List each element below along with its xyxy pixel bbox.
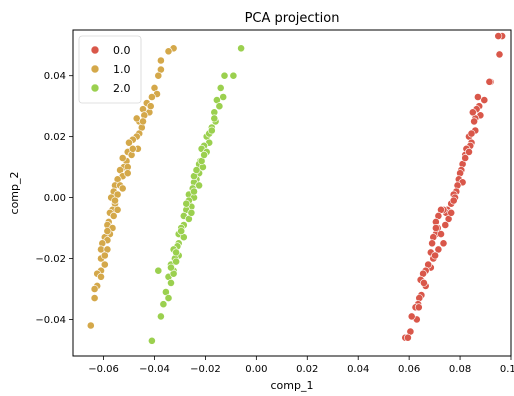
y-tick-label: 0.00 (44, 193, 66, 204)
scatter-point-series-0.0-61 (434, 245, 443, 254)
scatter-point-series-2.0-61 (207, 126, 216, 135)
scatter-point-series-2.0-63 (172, 248, 180, 257)
scatter-point-series-0.0-11 (473, 93, 482, 101)
scatter-point-series-0.0-68 (414, 303, 423, 312)
scatter-point-series-1.0-62 (139, 117, 147, 126)
scatter-point-series-2.0-4 (219, 93, 228, 101)
scatter-point-series-1.0-51 (90, 294, 99, 302)
scatter-point-series-2.0-60 (210, 114, 219, 123)
x-tick-label: −0.06 (88, 364, 119, 375)
legend-box (78, 35, 142, 104)
scatter-point-series-0.0-62 (465, 147, 473, 156)
scatter-point-series-0.0-12 (468, 108, 477, 117)
scatter-point-series-0.0-38 (428, 239, 436, 248)
points-layer (86, 32, 506, 345)
x-tick-label: 0.04 (347, 364, 369, 375)
scatter-point-series-2.0-49 (156, 312, 165, 321)
scatter-point-series-2.0-47 (164, 294, 173, 302)
x-tick-label: −0.02 (190, 364, 221, 375)
y-tick-label: 0.02 (44, 132, 66, 143)
scatter-point-series-1.0-18 (125, 138, 133, 147)
scatter-point-series-0.0-2 (495, 50, 504, 59)
scatter-point-series-0.0-63 (467, 129, 476, 138)
scatter-point-series-0.0-10 (470, 117, 478, 126)
plot-frame (72, 29, 512, 357)
scatter-point-series-2.0-54 (200, 150, 208, 159)
legend-marker-2.0 (90, 83, 100, 93)
legend-label-2.0: 2.0 (113, 82, 131, 95)
scatter-point-series-1.0-2 (156, 56, 165, 65)
scatter-point-series-0.0-60 (439, 239, 448, 248)
scatter-point-series-1.0-61 (118, 184, 127, 193)
scatter-point-series-1.0-58 (111, 196, 119, 205)
chart-title: PCA projection (245, 11, 340, 26)
scatter-point-series-2.0-22 (195, 181, 203, 190)
scatter-point-series-2.0-55 (182, 199, 191, 208)
scatter-point-series-1.0-60 (128, 144, 137, 153)
scatter-point-series-2.0-42 (172, 257, 180, 266)
y-tick-label: 0.04 (44, 71, 66, 82)
scatter-point-series-2.0-64 (192, 166, 201, 174)
scatter-point-series-1.0-52 (86, 321, 95, 330)
scatter-point-series-0.0-57 (449, 196, 458, 205)
scatter-point-series-2.0-45 (167, 278, 175, 287)
x-tick-label: 0.02 (296, 364, 318, 375)
scatter-point-series-2.0-0 (237, 44, 245, 53)
scatter-point-series-2.0-1 (229, 71, 238, 80)
scatter-point-series-1.0-1 (164, 47, 173, 56)
scatter-point-series-1.0-13 (132, 114, 141, 123)
x-tick-label: 0.10 (500, 364, 514, 375)
scatter-point-series-0.0-66 (431, 251, 439, 260)
scatter-point-series-0.0-52 (407, 312, 416, 321)
x-axis-label: comp_1 (271, 379, 314, 392)
scatter-point-series-2.0-6 (215, 102, 224, 111)
scatter-point-series-0.0-65 (441, 221, 450, 229)
legend-marker-0.0 (90, 45, 100, 55)
scatter-point-series-0.0-1 (494, 32, 503, 40)
x-tick-label: 0.08 (449, 364, 471, 375)
scatter-point-series-1.0-48 (97, 272, 105, 281)
scatter-point-series-0.0-5 (480, 96, 489, 104)
y-tick-label: −0.02 (35, 254, 66, 265)
scatter-point-series-0.0-58 (437, 230, 445, 238)
y-axis: −0.04 −0.02 0.00 0.02 0.04 (35, 71, 73, 326)
x-tick-label: −0.04 (139, 364, 170, 375)
scatter-point-series-2.0-62 (187, 208, 196, 217)
scatter-point-series-2.0-3 (216, 84, 225, 92)
scatter-point-series-0.0-4 (485, 77, 494, 86)
y-tick-label: −0.04 (35, 315, 66, 326)
legend-marker-1.0 (90, 64, 100, 74)
x-axis: −0.06 −0.04 −0.02 0.00 0.02 0.04 0.06 0.08 0.10 (88, 356, 514, 375)
y-axis-label: comp_2 (8, 172, 21, 215)
scatter-point-series-0.0-64 (447, 208, 456, 217)
scatter-point-series-1.0-7 (147, 93, 156, 101)
scatter-point-series-1.0-54 (103, 227, 112, 235)
scatter-point-series-1.0-4 (154, 71, 163, 80)
scatter-point-series-0.0-69 (431, 224, 440, 232)
scatter-point-series-2.0-48 (159, 300, 168, 309)
scatter-point-series-2.0-59 (167, 263, 175, 272)
scatter-point-series-2.0-50 (154, 266, 163, 275)
scatter-point-series-1.0-59 (100, 251, 109, 260)
scatter-point-series-1.0-34 (109, 211, 118, 220)
x-tick-label: 0.06 (398, 364, 420, 375)
scatter-point-series-1.0-56 (118, 154, 127, 162)
legend-label-0.0: 0.0 (113, 44, 131, 57)
scatter-point-series-1.0-53 (113, 205, 122, 214)
scatter-point-series-1.0-50 (90, 285, 99, 293)
scatter-point-series-2.0-56 (177, 227, 186, 235)
scatter-point-series-1.0-45 (100, 260, 109, 269)
scatter-point-series-0.0-67 (419, 278, 428, 287)
scatter-point-series-0.0-59 (461, 154, 470, 162)
scatter-point-series-2.0-2 (220, 71, 229, 80)
scatter-point-series-0.0-55 (403, 333, 412, 342)
legend-label-1.0: 1.0 (113, 63, 131, 76)
legend: 0.0 1.0 2.0 (78, 35, 142, 104)
scatter-point-series-1.0-63 (146, 102, 155, 111)
x-tick-label: 0.00 (245, 364, 267, 375)
scatter-point-series-1.0-64 (123, 169, 132, 178)
scatter-point-series-2.0-53 (190, 187, 198, 196)
scatter-point-series-2.0-51 (147, 336, 156, 345)
